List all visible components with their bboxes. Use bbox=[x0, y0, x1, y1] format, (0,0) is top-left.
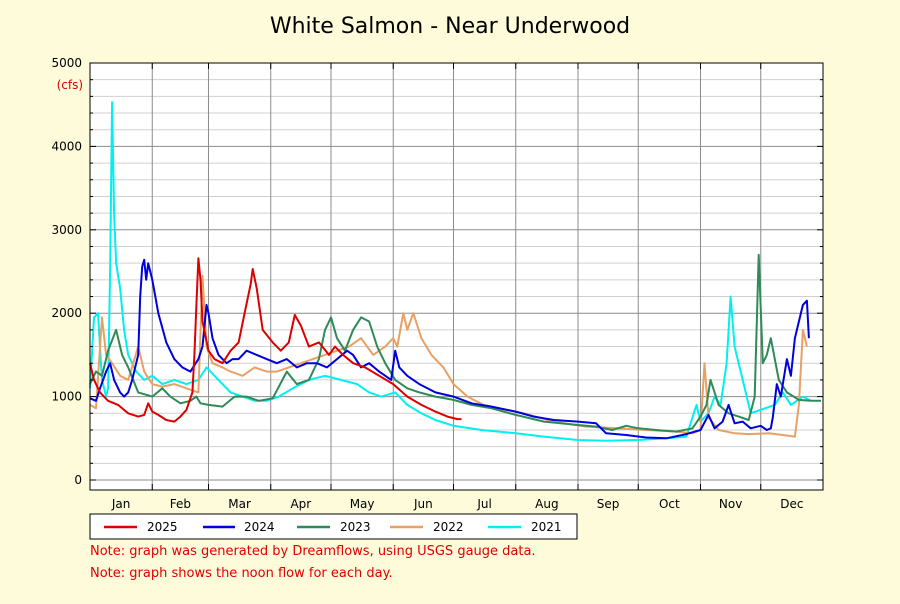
legend-label-2025: 2025 bbox=[147, 520, 178, 534]
x-tick-label: Jan bbox=[111, 497, 131, 511]
series-line-2022 bbox=[89, 274, 808, 438]
legend-item-2025: 2025 bbox=[104, 520, 178, 534]
x-tick-label: Aug bbox=[535, 497, 558, 511]
x-tick-label: Sep bbox=[597, 497, 620, 511]
legend-label-2023: 2023 bbox=[340, 520, 371, 534]
legend-label-2021: 2021 bbox=[531, 520, 562, 534]
y-axis-unit-label: (cfs) bbox=[57, 78, 83, 92]
x-tick-label: May bbox=[350, 497, 375, 511]
note-noon-flow: Note: graph shows the noon flow for each… bbox=[90, 566, 393, 581]
series-line-2025 bbox=[89, 257, 462, 423]
series-line-2021 bbox=[89, 101, 812, 442]
series-layer bbox=[89, 101, 821, 442]
y-tick-label: 4000 bbox=[51, 139, 82, 153]
x-tick-label: Jun bbox=[413, 497, 433, 511]
x-tick-label: Dec bbox=[780, 497, 803, 511]
y-tick-label: 2000 bbox=[51, 306, 82, 320]
x-tick-labels: Jan Feb Mar Apr May Jun Jul Aug Sep Oct Nov Dec bbox=[111, 497, 804, 511]
x-tick-label: Mar bbox=[228, 497, 251, 511]
chart-title: White Salmon - Near Underwood bbox=[270, 14, 630, 39]
y-tick-label: 0 bbox=[74, 473, 82, 487]
x-tick-label: Nov bbox=[719, 497, 742, 511]
x-tick-label: Feb bbox=[170, 497, 191, 511]
legend-item-2022: 2022 bbox=[390, 520, 464, 534]
plot-frame bbox=[89, 62, 824, 491]
legend-label-2024: 2024 bbox=[244, 520, 275, 534]
y-tick-label: 5000 bbox=[51, 56, 82, 70]
legend-item-2021: 2021 bbox=[488, 520, 562, 534]
legend-label-2022: 2022 bbox=[433, 520, 464, 534]
x-tick-label: Apr bbox=[290, 497, 311, 511]
x-tick-label: Jul bbox=[476, 497, 491, 511]
axis-ticks bbox=[89, 62, 824, 490]
y-tick-label: 1000 bbox=[51, 390, 82, 404]
legend-item-2024: 2024 bbox=[203, 520, 275, 534]
series-line-2024 bbox=[89, 258, 810, 440]
y-tick-label: 3000 bbox=[51, 223, 82, 237]
y-tick-labels: 0 1000 2000 3000 4000 5000 bbox=[51, 56, 82, 487]
series-line-2023 bbox=[89, 253, 821, 433]
x-tick-label: Oct bbox=[659, 497, 680, 511]
note-data-source: Note: graph was generated by Dreamflows,… bbox=[90, 544, 536, 559]
legend-item-2023: 2023 bbox=[297, 520, 371, 534]
